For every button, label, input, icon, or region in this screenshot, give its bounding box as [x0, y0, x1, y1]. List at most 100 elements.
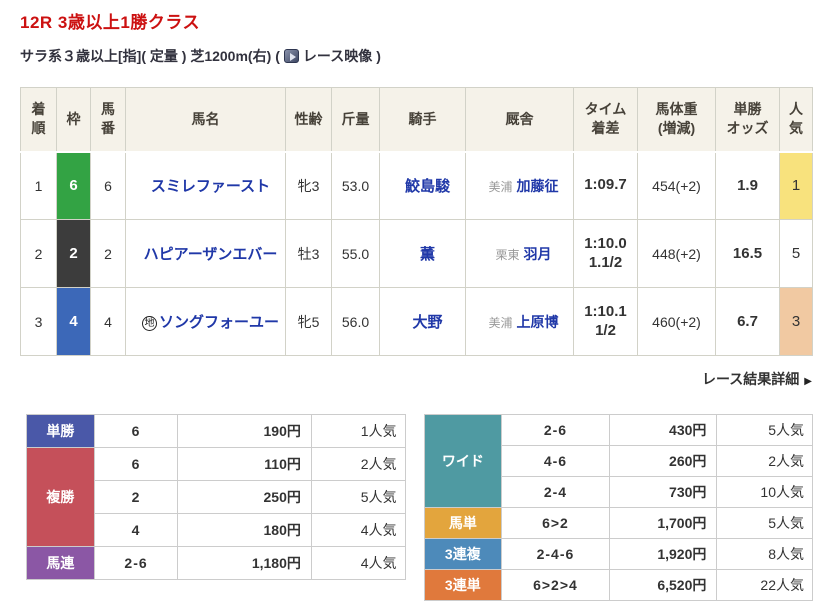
results-header-row: 着 順 枠 馬 番 馬名 性齢 斤量 騎手 厩舎 タイム 着差 馬体重 (増減)… — [20, 87, 813, 153]
time-cell: 1:09.7 — [573, 151, 638, 220]
frame-number: 4 — [57, 288, 90, 355]
win-odds: 1.9 — [715, 151, 780, 220]
combo: 2-6 — [501, 414, 610, 446]
video-play-icon — [283, 49, 299, 63]
win-odds: 16.5 — [715, 219, 780, 288]
payout-popularity: 1人気 — [310, 414, 406, 448]
combo: 2-4-6 — [501, 538, 610, 570]
frame-number: 6 — [57, 152, 90, 219]
bet-type-quinella: 馬連 — [26, 546, 95, 580]
race-conditions: サラ系３歳以上[指]( 定量 ) 芝1200m(右) ( レース映像 ) — [20, 46, 813, 66]
col-body-weight: 馬体重 (増減) — [637, 87, 716, 153]
col-sex-age: 性齢 — [285, 87, 332, 153]
popularity: 1 — [779, 151, 813, 220]
finish-time: 1:10.1 — [584, 302, 627, 320]
win-odds: 6.7 — [715, 287, 780, 356]
race-conditions-text: サラ系３歳以上[指]( 定量 ) 芝1200m(右) — [20, 48, 272, 64]
payout-table-left: 単勝 6 190円 1人気 複勝 6 110円 2人気 2 250円 5人気 4… — [26, 414, 406, 580]
horse-number: 2 — [90, 219, 126, 288]
payout-row: 3連複 2-4-6 1,920円 8人気 — [423, 538, 813, 570]
payout-amount: 730円 — [608, 476, 718, 508]
payout-row: 4 180円 4人気 — [27, 513, 406, 547]
payout-row: 3連単 6>2>4 6,520円 22人気 — [423, 569, 813, 601]
payout-row: 複勝 6 110円 2人気 — [26, 447, 406, 547]
payout-popularity: 10人気 — [716, 476, 813, 508]
bet-type-place: 複勝 — [26, 447, 95, 547]
col-finish: 着 順 — [20, 87, 57, 153]
horse-link[interactable]: スミレファースト — [150, 178, 271, 196]
horse-number: 6 — [90, 151, 126, 220]
race-video-link[interactable]: レース映像 — [283, 46, 373, 66]
payout-row: 馬単 6>2 1,700円 5人気 — [423, 507, 813, 539]
stable-cell: 栗東 羽月 — [465, 219, 574, 288]
horse-name-cell: ハピアーザンエバー — [125, 219, 286, 288]
race-title: 12R 3歳以上1勝クラス — [20, 13, 200, 32]
payout-amount: 1,700円 — [608, 507, 718, 539]
margin: 1/2 — [595, 321, 616, 339]
stable-cell: 美浦 加藤征 — [465, 151, 574, 220]
race-video-label: レース映像 — [302, 48, 373, 64]
payout-row: 4-6 260円 2人気 — [424, 445, 813, 477]
col-stable: 厩舎 — [465, 87, 574, 153]
payout-table-right: ワイド 2-6 430円 5人気 4-6 260円 2人気 2-4 730円 1… — [423, 414, 813, 601]
horse-link[interactable]: ハピアーザンエバー — [143, 246, 278, 263]
race-result-detail-link[interactable]: レース結果詳細 ▶ — [702, 371, 812, 387]
payout-amount: 110円 — [177, 447, 312, 481]
sex-age: 牡3 — [285, 219, 332, 288]
payout-amount: 190円 — [177, 414, 312, 448]
jockey-link[interactable]: 大野 — [412, 314, 443, 331]
col-odds: 単勝 オッズ — [715, 87, 780, 153]
bet-type-trifecta: 3連単 — [423, 569, 503, 601]
payout-popularity: 5人気 — [716, 414, 813, 446]
combo: 4 — [93, 513, 179, 547]
finish-position: 3 — [20, 287, 57, 356]
payout-row: 2-4 730円 10人気 — [424, 476, 813, 508]
time-cell: 1:10.1 1/2 — [573, 287, 638, 356]
col-popularity: 人 気 — [779, 87, 813, 153]
jockey-link[interactable]: 鮫島駿 — [404, 178, 450, 196]
trainer-link[interactable]: 上原博 — [516, 313, 559, 330]
payout-popularity: 2人気 — [716, 445, 813, 477]
payout-amount: 260円 — [608, 445, 718, 477]
payout-amount: 180円 — [177, 513, 312, 547]
trainer-link[interactable]: 羽月 — [523, 245, 552, 262]
jockey-link[interactable]: 薫 — [419, 246, 435, 263]
bet-type-exacta: 馬単 — [423, 507, 503, 539]
stable-region: 美浦 — [488, 179, 513, 194]
combo: 2-6 — [93, 546, 179, 580]
payout-popularity: 4人気 — [310, 513, 406, 547]
jockey-cell: 鮫島駿 — [379, 151, 466, 220]
detail-link-row: レース結果詳細 ▶ — [20, 369, 812, 389]
combo: 6>2>4 — [501, 569, 610, 601]
popularity: 5 — [779, 219, 813, 288]
col-weight: 斤量 — [331, 87, 380, 153]
body-weight: 460(+2) — [637, 287, 716, 356]
jockey-cell: 大野 — [379, 287, 466, 356]
carried-weight: 55.0 — [331, 219, 380, 288]
combo: 6 — [93, 414, 179, 448]
local-horse-mark: 地 — [141, 316, 157, 331]
table-row: 1 6 6 スミレファースト 牝3 53.0 鮫島駿 美浦 加藤征 1:09.7 — [20, 151, 813, 220]
trainer-link[interactable]: 加藤征 — [516, 177, 559, 194]
horse-number: 4 — [90, 287, 126, 356]
margin: 1.1/2 — [588, 253, 623, 271]
horse-name-cell: 地ソングフォーユー — [125, 287, 286, 356]
payout-amount: 1,180円 — [177, 546, 312, 580]
body-weight: 448(+2) — [637, 219, 716, 288]
finish-position: 1 — [20, 151, 57, 220]
combo: 4-6 — [501, 445, 610, 477]
combo: 2-4 — [501, 476, 610, 508]
horse-link[interactable]: ソングフォーユー — [158, 314, 279, 331]
carried-weight: 53.0 — [331, 151, 380, 220]
payout-popularity: 5人気 — [310, 480, 406, 514]
paren-close: ) — [376, 48, 381, 64]
bet-type-wide: ワイド — [423, 414, 503, 508]
jockey-cell: 薫 — [379, 219, 466, 288]
payout-popularity: 8人気 — [716, 538, 813, 570]
payout-amount: 430円 — [608, 414, 718, 446]
sex-age: 牝3 — [285, 151, 332, 220]
payout-popularity: 5人気 — [716, 507, 813, 539]
frame-cell: 6 — [56, 151, 91, 220]
carried-weight: 56.0 — [331, 287, 380, 356]
